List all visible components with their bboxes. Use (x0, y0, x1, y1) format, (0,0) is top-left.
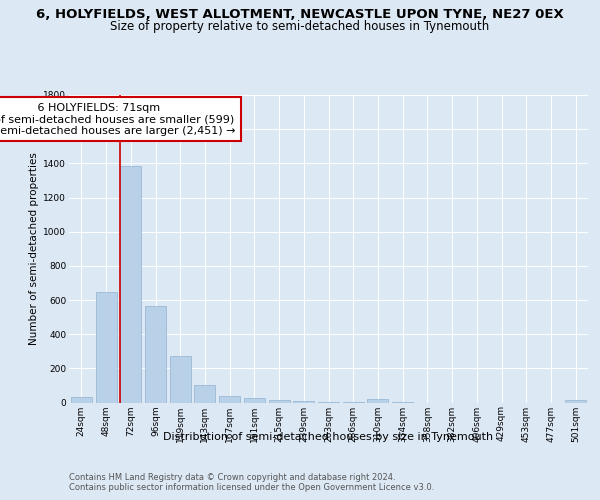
Text: Distribution of semi-detached houses by size in Tynemouth: Distribution of semi-detached houses by … (163, 432, 493, 442)
Bar (71, 396, 92, 402)
Text: Size of property relative to semi-detached houses in Tynemouth: Size of property relative to semi-detach… (110, 20, 490, 33)
Bar (219, 396, 240, 402)
Text: 6, HOLYFIELDS, WEST ALLOTMENT, NEWCASTLE UPON TYNE, NE27 0EX: 6, HOLYFIELDS, WEST ALLOTMENT, NEWCASTLE… (36, 8, 564, 20)
Bar (120, 166, 141, 402)
Bar (95, 292, 116, 403)
Text: Contains public sector information licensed under the Open Government Licence v3: Contains public sector information licen… (69, 484, 434, 492)
Bar (244, 398, 265, 402)
Text: Contains HM Land Registry data © Crown copyright and database right 2024.: Contains HM Land Registry data © Crown c… (69, 472, 395, 482)
Bar (367, 400, 388, 402)
Bar (170, 356, 191, 403)
Y-axis label: Number of semi-detached properties: Number of semi-detached properties (29, 152, 39, 345)
Text: 6 HOLYFIELDS: 71sqm
← 19% of semi-detached houses are smaller (599)
80% of semi-: 6 HOLYFIELDS: 71sqm ← 19% of semi-detach… (0, 102, 235, 136)
Bar (145, 306, 166, 402)
Bar (269, 400, 290, 402)
Bar (293, 401, 314, 402)
Bar (194, 384, 215, 402)
Bar (565, 400, 586, 402)
